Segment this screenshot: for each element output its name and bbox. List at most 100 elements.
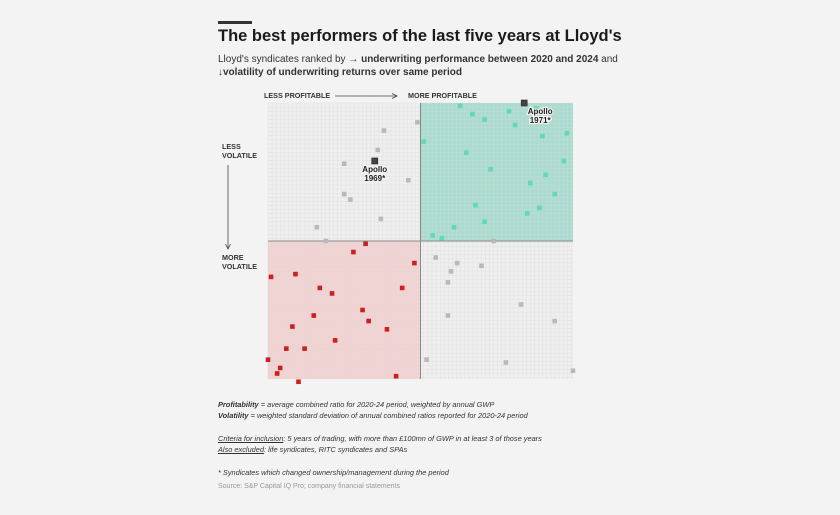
subtitle-prefix: Lloyd's syndicates ranked by [218,54,349,65]
scatter-point [296,379,301,385]
highlight-point [520,99,528,107]
scatter-point [457,103,463,109]
x-axis-label-less-profitable: LESS PROFITABLE [264,91,331,100]
scatter-point [445,280,451,285]
scatter-point [274,371,280,376]
chart-title: The best performers of the last five yea… [218,27,622,45]
y-axis-label-more-volatile: MORE VOLATILE [222,253,257,271]
scatter-point [451,224,457,230]
scatter-point [448,269,454,274]
scatter-point [399,285,405,291]
scatter-point [445,313,451,318]
y-axis-arrow-icon [225,165,231,250]
quadrant-best [420,103,573,241]
scatter-point [290,324,295,329]
scatter-point [454,260,460,266]
volatility-term: Volatility [218,411,249,420]
scatter-point [537,205,542,211]
footnote-excluded: Also excluded: life syndicates, RITC syn… [218,445,407,454]
excluded-term: Also excluded [218,445,265,454]
quadrant-worst [268,241,421,379]
down-arrow-icon: ↓ [218,67,223,78]
scatter-point [479,263,484,269]
title-accent-bar [218,21,252,24]
y-axis-less-line1: LESS [222,142,241,151]
scatter-point [284,346,289,351]
scatter-point [564,131,570,136]
scatter-point [482,117,487,122]
annotation-label: Apollo 1971* [528,107,553,125]
scatter-point [317,285,323,291]
x-axis-arrow-icon [335,93,398,99]
scatter-point [506,108,512,114]
y-axis-label-less-volatile: LESS VOLATILE [222,142,257,160]
profitability-def: = average combined ratio for 2020-24 per… [258,400,495,409]
scatter-point [540,133,545,139]
scatter-point [518,302,524,307]
scatter-point [360,307,365,313]
subtitle-profitability: underwriting performance between 2020 an… [361,54,599,65]
scatter-point [421,139,426,144]
scatter-point [430,233,435,238]
scatter-point [329,291,335,296]
scatter-point [406,177,411,183]
scatter-point [491,238,496,244]
scatter-point [424,357,429,362]
scatter-point [463,150,469,155]
y-axis-less-line2: VOLATILE [222,151,258,160]
scatter-point [363,241,368,247]
scatter-point [439,235,445,241]
x-axis-label-more-profitable: MORE PROFITABLE [408,91,477,100]
footnote-volatility: Volatility = weighted standard deviation… [218,411,528,420]
scatter-point [503,360,509,365]
scatter-point [512,122,518,128]
scatter-point [375,147,381,153]
scatter-point [348,197,353,202]
footnote-criteria: Criteria for inclusion: 5 years of tradi… [218,434,542,443]
scatter-point [482,219,487,224]
scatter-point [381,128,387,133]
scatter-point [393,373,399,379]
scatter-point [473,202,478,208]
scatter-point [323,238,329,244]
scatter-point [341,191,347,197]
annotation-label: Apollo 1969* [362,165,387,183]
highlight-point [371,157,379,165]
y-axis-more-line1: MORE [222,253,244,262]
excluded-def: : life syndicates, RITC syndicates and S… [264,445,408,454]
scatter-point [561,158,567,164]
scatter-point [293,271,298,277]
scatter-point [524,211,530,216]
scatter-point [528,180,533,186]
subtitle-and: and [598,54,618,65]
scatter-point [265,357,271,362]
scatter-point [268,274,274,280]
scatter-point [488,166,493,172]
right-arrow-icon: → [348,54,359,65]
scatter-point [470,111,475,117]
chart-subtitle: Lloyd's syndicates ranked by → underwrit… [218,53,638,79]
footnote-ownership-note: * Syndicates which changed ownership/man… [218,468,449,477]
scatter-point [543,172,548,178]
scatter-point [415,120,420,125]
scatter-point [277,365,283,371]
scatter-point [552,191,557,197]
y-axis-more-line2: VOLATILE [222,262,258,271]
scatter-point [314,224,320,230]
footnote-profitability: Profitability = average combined ratio f… [218,400,494,409]
scatter-point [552,318,557,324]
subtitle-volatility: volatility of underwriting returns over … [223,67,462,78]
scatter-point [351,249,356,255]
scatter-point [433,255,439,260]
scatter-point [412,260,417,266]
scatter-point [311,313,317,318]
profitability-term: Profitability [218,400,259,409]
scatter-point [570,368,576,374]
scatter-point [302,346,307,351]
volatility-def: = weighted standard deviation of annual … [248,411,528,420]
scatter-plot: Apollo 1969* Apollo 1971* [265,99,576,385]
criteria-term: Criteria for inclusion [218,434,284,443]
scatter-point [366,318,371,324]
source-note: Source: S&P Capital IQ Pro; company fina… [218,483,400,490]
scatter-point [332,338,338,343]
